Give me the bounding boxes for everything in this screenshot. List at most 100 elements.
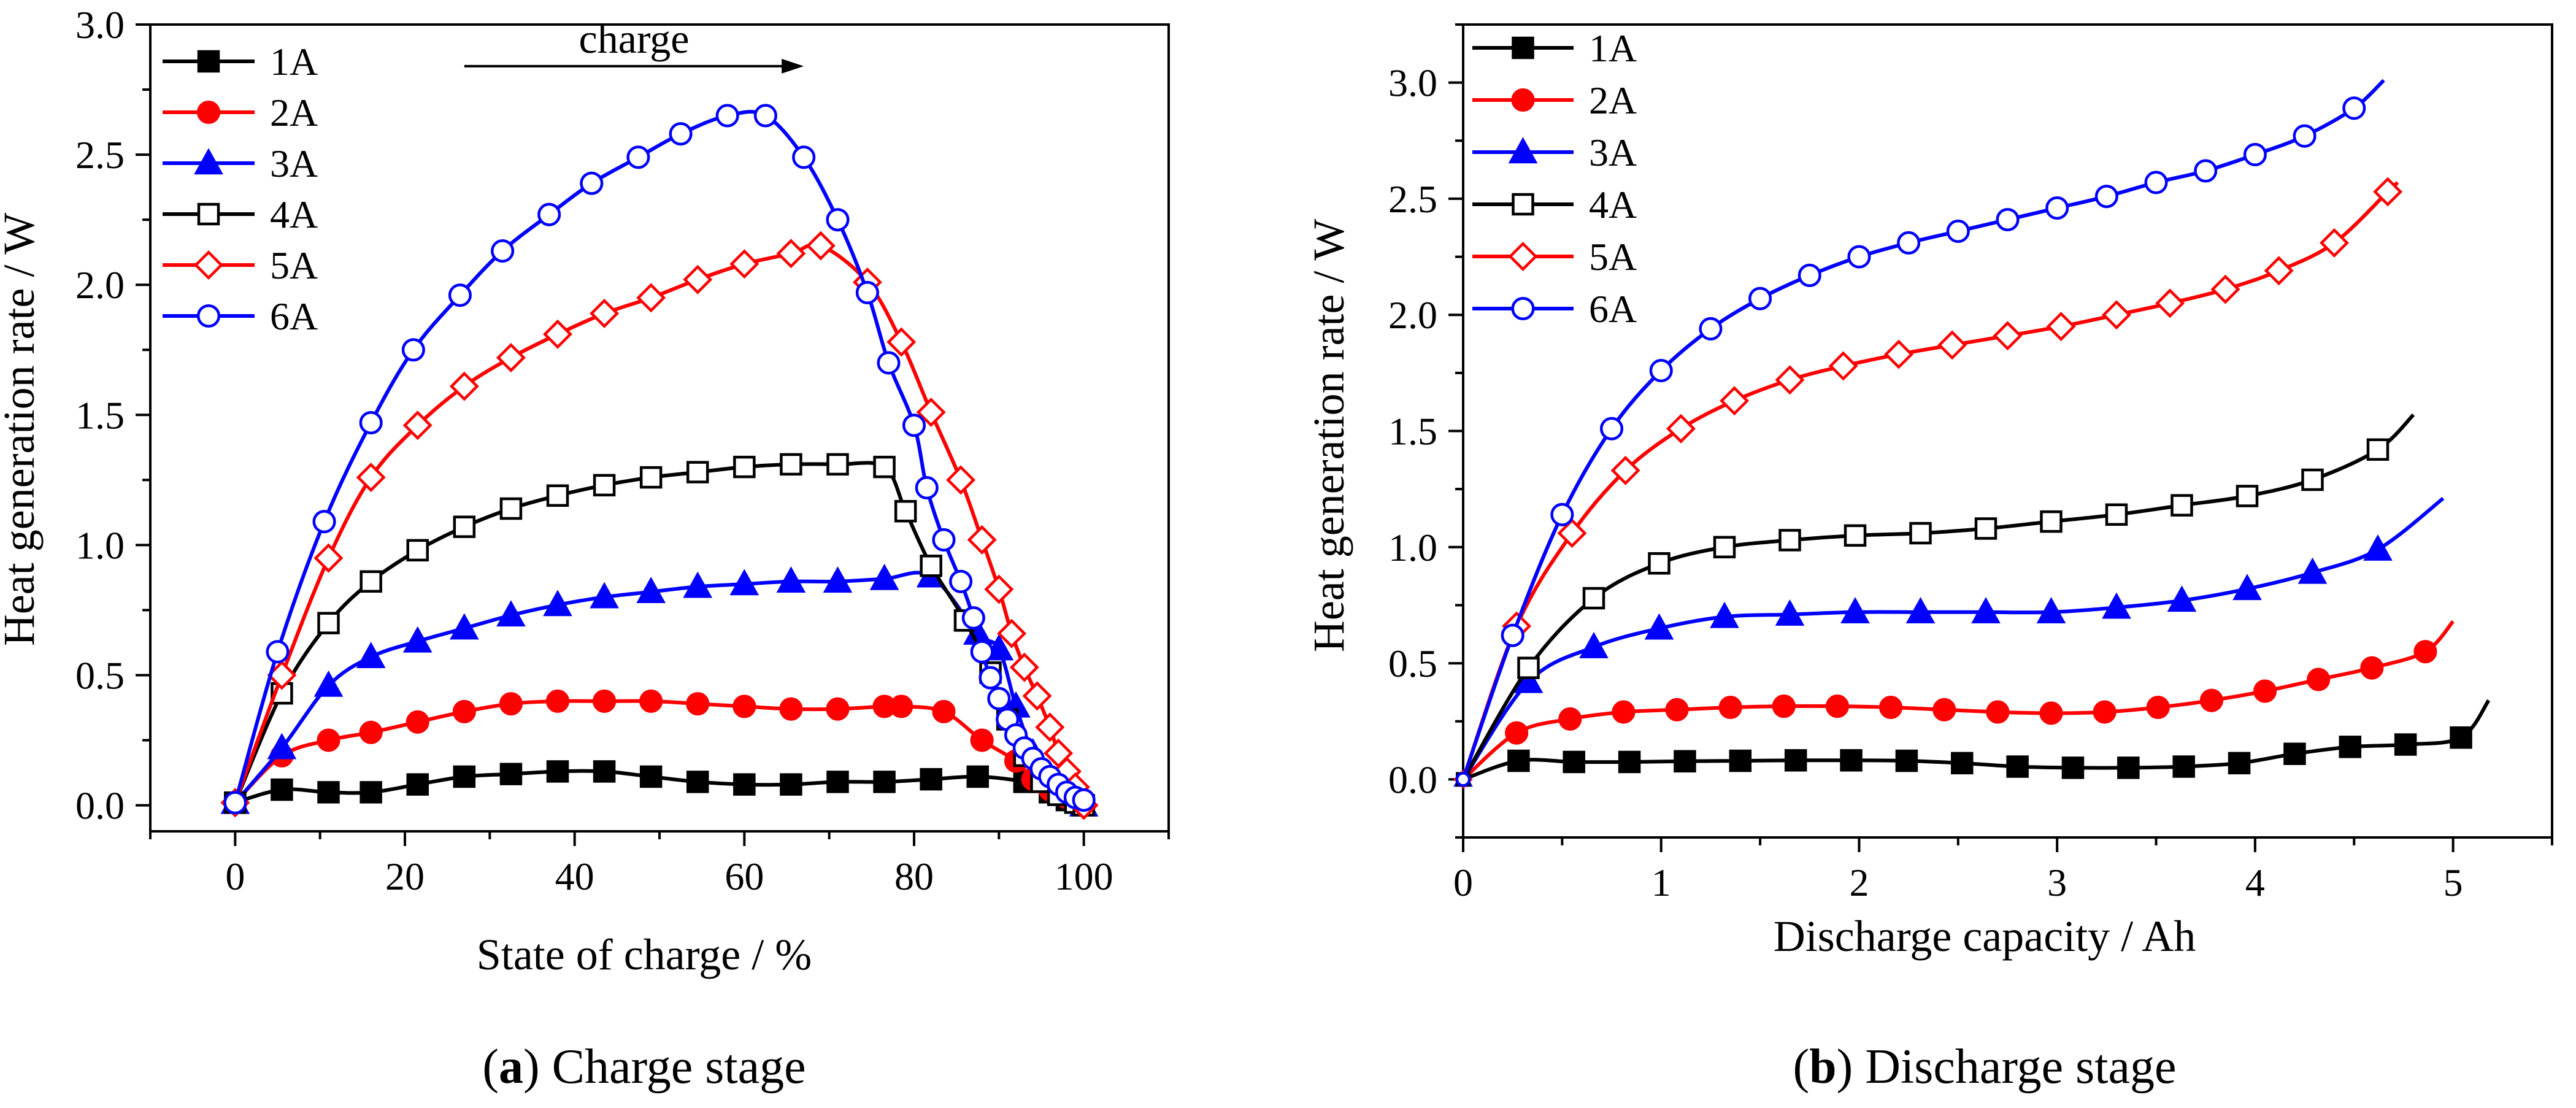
data-point-1-5A-8 <box>1884 339 1913 369</box>
legend-b: 1A 2A 3A 4A 5A 6A <box>1472 26 1637 331</box>
data-point-1-3A-14 <box>2363 534 2393 561</box>
data-point-0-5A-22 <box>1022 681 1052 711</box>
data-point-1-4A-7 <box>1909 521 1932 545</box>
caption-b: (b) Discharge stage <box>1793 1040 2176 1094</box>
data-point-0-3A-8 <box>590 582 619 609</box>
data-point-0-6A-24 <box>987 687 1011 710</box>
data-point-1-5A-6 <box>1775 365 1805 395</box>
y-axis-title-b: Heat generation rate / W <box>1304 219 1353 652</box>
data-point-1-4A-13 <box>2301 468 2324 491</box>
data-point-1-5A-15 <box>2264 256 2294 286</box>
data-point-1-2A-4 <box>1665 698 1689 721</box>
data-point-1-3A-8 <box>1971 597 2001 624</box>
data-point-1-1A-12 <box>2117 756 2140 779</box>
data-point-0-6A-6 <box>491 239 515 263</box>
data-point-1-6A-1 <box>1501 623 1524 647</box>
y-tick-label-0-1: 0.5 <box>75 653 125 697</box>
data-point-0-1A-8 <box>593 760 616 783</box>
series-line-1-3A <box>1461 496 2445 781</box>
data-point-1-2A-11 <box>2039 701 2063 725</box>
data-point-0-5A-16 <box>916 398 946 428</box>
data-point-0-5A-21 <box>1009 652 1039 682</box>
data-point-1-3A-10 <box>2102 592 2131 619</box>
data-point-0-4A-9 <box>639 466 663 489</box>
data-point-1-1A-9 <box>1951 752 1974 775</box>
data-point-1-3A-4 <box>1710 601 1739 628</box>
data-point-0-6A-5 <box>448 283 472 307</box>
y-tick-label-1-6: 3.0 <box>1388 61 1437 105</box>
series-1-2A <box>1455 620 2455 787</box>
data-point-1-2A-2 <box>1558 707 1582 731</box>
data-point-0-3A-14 <box>869 563 899 590</box>
data-point-0-6A-14 <box>826 208 850 232</box>
series-0-2A <box>223 689 1096 817</box>
series-0-5A <box>220 231 1099 820</box>
data-point-1-1A-14 <box>2228 752 2251 775</box>
series-0-4A <box>224 453 1095 817</box>
x-tick-label-0-1: 20 <box>385 855 425 898</box>
data-point-1-4A-3 <box>1648 552 1671 575</box>
y-tick-label-0-4: 2.0 <box>75 263 125 307</box>
data-point-1-1A-10 <box>2006 755 2029 778</box>
x-tick-label-1-1: 1 <box>1651 861 1671 904</box>
panel-b-discharge: Heat generation rate / W Discharge capac… <box>1304 23 2553 1094</box>
x-tick-label-0-2: 40 <box>555 855 594 898</box>
data-point-0-6A-20 <box>949 569 973 593</box>
data-point-1-3A-6 <box>1840 597 1870 624</box>
data-point-1-5A-14 <box>2210 274 2240 304</box>
data-point-1-5A-9 <box>1937 330 1967 360</box>
data-point-0-3A-7 <box>543 590 572 617</box>
data-point-0-5A-10 <box>683 264 713 294</box>
data-point-1-6A-15 <box>2194 159 2218 183</box>
data-point-1-2A-15 <box>2253 679 2277 703</box>
data-point-1-2A-12 <box>2093 700 2117 724</box>
data-point-1-6A-9 <box>1897 231 1921 255</box>
caption-a-letter: a <box>499 1040 523 1094</box>
data-point-1-6A-10 <box>1946 219 1970 243</box>
data-point-1-4A-5 <box>1778 529 1801 552</box>
data-point-1-6A-13 <box>2094 185 2118 209</box>
data-point-1-4A-6 <box>1844 524 1867 547</box>
y-tick-label-0-6: 3.0 <box>75 3 125 47</box>
data-point-0-5A-6 <box>496 342 526 372</box>
data-point-0-4A-5 <box>453 515 476 538</box>
data-point-0-5A-7 <box>543 319 572 349</box>
data-point-1-3A-11 <box>2167 585 2197 612</box>
data-point-1-5A-11 <box>2046 312 2076 342</box>
data-point-1-3A-9 <box>2036 597 2066 624</box>
data-point-1-5A-7 <box>1828 351 1858 381</box>
data-point-1-1A-4 <box>1674 750 1696 773</box>
data-point-1-6A-2 <box>1550 502 1574 526</box>
data-point-0-1A-7 <box>546 760 569 783</box>
y-tick-label-0-2: 1.0 <box>75 523 125 567</box>
data-point-0-1A-15 <box>920 768 942 791</box>
series-0-6A <box>223 104 1096 815</box>
data-point-0-6A-23 <box>978 666 1002 690</box>
data-point-0-2A-15 <box>890 694 913 718</box>
data-point-1-1A-17 <box>2394 733 2417 756</box>
data-point-0-6A-18 <box>915 476 939 500</box>
x-tick-label-1-4: 4 <box>2245 861 2265 904</box>
legend-label-1-5A: 5A <box>1589 235 1637 279</box>
data-point-0-4A-14 <box>873 455 896 479</box>
caption-a-text: Charge stage <box>540 1040 806 1094</box>
data-point-0-6A-8 <box>580 171 604 195</box>
data-point-1-1A-15 <box>2283 742 2306 765</box>
data-point-0-5A-13 <box>805 231 836 261</box>
legend-label-1-1A: 1A <box>1589 26 1637 70</box>
data-point-0-4A-7 <box>546 484 569 507</box>
data-point-0-5A-2 <box>313 543 344 573</box>
data-point-1-3A-5 <box>1775 599 1805 626</box>
x-axis-title-b: Discharge capacity / Ah <box>1774 912 2196 961</box>
data-point-0-1A-14 <box>873 771 896 793</box>
y-tick-label-1-4: 2.0 <box>1388 293 1437 337</box>
data-point-0-1A-13 <box>826 771 849 793</box>
legend-a: 1A 2A 3A 4A 5A 6A <box>163 40 318 338</box>
legend-marker-1-3A <box>1508 137 1538 164</box>
data-point-1-2A-7 <box>1825 694 1850 718</box>
data-point-0-1A-12 <box>780 773 802 796</box>
data-point-1-2A-16 <box>2307 667 2331 691</box>
data-point-1-2A-8 <box>1879 695 1903 720</box>
data-point-0-1A-3 <box>359 781 382 804</box>
